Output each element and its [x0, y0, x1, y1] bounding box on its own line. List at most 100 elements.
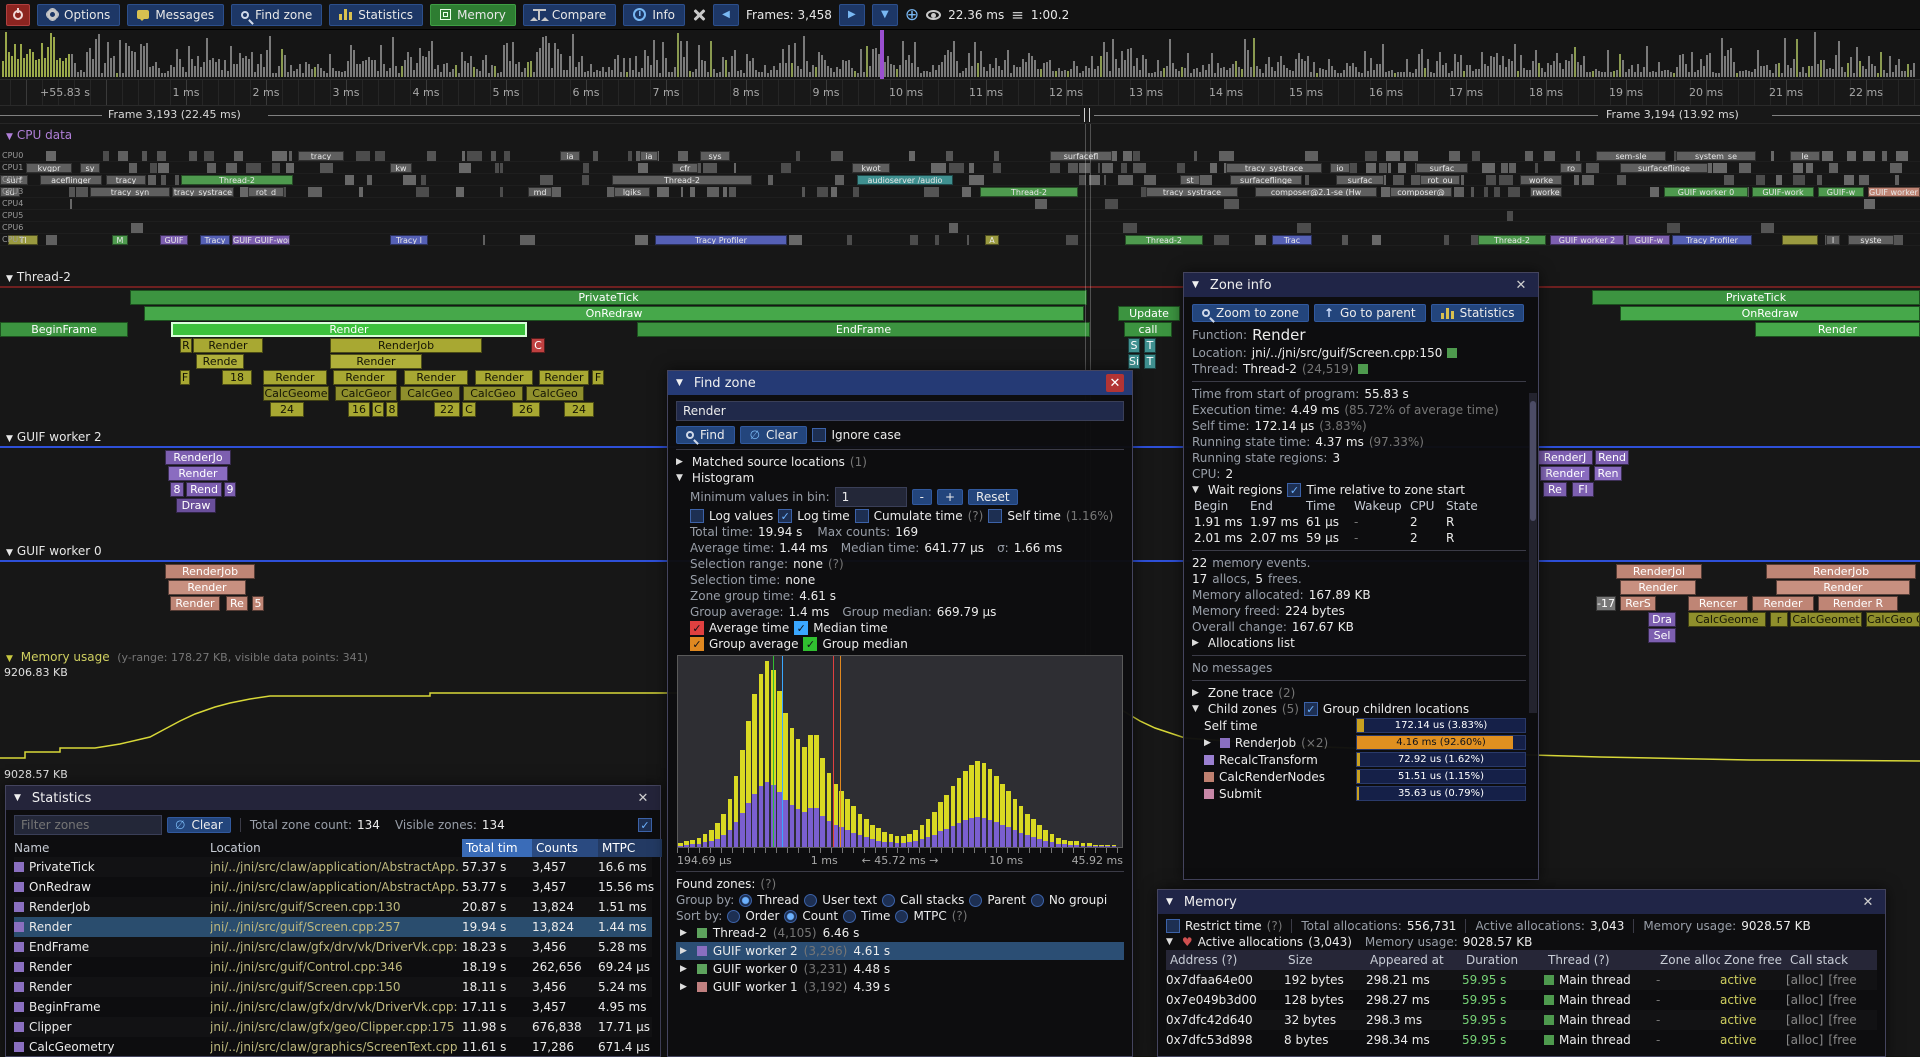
- timeline-zone[interactable]: CalcGeo: [400, 386, 460, 401]
- sort-by-radio[interactable]: [784, 909, 798, 923]
- timeline-zone[interactable]: Render: [333, 370, 397, 385]
- timeline-zone[interactable]: 9: [224, 482, 236, 497]
- timeline-zone[interactable]: 22: [434, 402, 460, 417]
- zone-trace-row[interactable]: ▶ Zone trace (2): [1192, 686, 1296, 700]
- zone-search-input[interactable]: [676, 401, 1124, 421]
- timeline-zone[interactable]: Render: [330, 354, 422, 369]
- cpu-zone[interactable]: GUIF worker 0: [1664, 187, 1748, 197]
- table-row[interactable]: 0x7dfaa64e00 192 bytes 298.21 ms 59.95 s Mai…: [1166, 970, 1877, 990]
- timeline-zone[interactable]: Render: [1755, 322, 1920, 337]
- frame-interval-bar[interactable]: Frame 3,193 (22.45 ms) Frame 3,194 (13.9…: [0, 106, 1920, 124]
- timeline-zone[interactable]: Render R: [1818, 596, 1898, 611]
- timeline-zone[interactable]: PrivateTick: [1592, 290, 1920, 305]
- zone-statistics-button[interactable]: Statistics: [1430, 304, 1525, 322]
- legend-checkbox[interactable]: [690, 637, 704, 651]
- cpu-zone[interactable]: surfac: [1336, 175, 1384, 185]
- timeline-zone[interactable]: Re: [226, 596, 248, 611]
- child-zone-row[interactable]: Self time 172.14 us (3.83%): [1192, 717, 1526, 734]
- go-to-parent-button[interactable]: ↑ Go to parent: [1313, 304, 1426, 322]
- guif-worker0-section-header[interactable]: ▼ GUIF worker 0: [6, 544, 102, 558]
- timeline-zone[interactable]: RenderJ: [1537, 450, 1593, 465]
- cpu-zone[interactable]: sy: [80, 163, 100, 173]
- timeline-zone[interactable]: 5: [252, 596, 264, 611]
- group-by-radio[interactable]: [969, 893, 983, 907]
- table-row[interactable]: 0x7dfc42d640 32 bytes 298.3 ms 59.95 s Main …: [1166, 1010, 1877, 1030]
- timeline-zone[interactable]: RenderJo: [165, 450, 231, 465]
- zone-info-scrollbar[interactable]: [1529, 393, 1537, 713]
- stats-col-header[interactable]: Name: [14, 841, 50, 855]
- child-zone-row[interactable]: CalcRenderNodes 51.51 us (1.15%): [1192, 768, 1526, 785]
- timeline-zone[interactable]: Render: [539, 370, 589, 385]
- bin-reset-button[interactable]: Reset: [968, 489, 1018, 505]
- timeline-zone[interactable]: CalcGeome: [1688, 612, 1766, 627]
- timeline-zone[interactable]: OnRedraw: [144, 306, 1084, 321]
- cpu-zone[interactable]: Thread-2: [1125, 235, 1203, 245]
- timeline-zone[interactable]: F: [180, 370, 190, 385]
- timeline-zone[interactable]: Render: [404, 370, 468, 385]
- cpu-zone[interactable]: Trac: [1272, 235, 1312, 245]
- zone-group-row[interactable]: ▶ GUIF worker 1 (3,192) 4.39 s: [680, 980, 891, 994]
- close-icon[interactable]: ✕: [1862, 894, 1874, 910]
- cpu-zone[interactable]: syste: [1848, 235, 1894, 245]
- child-zone-row[interactable]: RecalcTransform 72.92 us (1.62%): [1192, 751, 1526, 768]
- timeline-zone[interactable]: r: [1770, 612, 1788, 627]
- timeline-zone[interactable]: Draw: [176, 498, 216, 513]
- cpu-zone[interactable]: GUIF worker 2: [1550, 235, 1624, 245]
- close-icon[interactable]: ✕: [1515, 277, 1527, 293]
- cpu-zone[interactable]: GUIF GUIF-wor: [232, 235, 290, 245]
- wait-regions-row[interactable]: ▼Wait regions Time relative to zone star…: [1192, 482, 1526, 498]
- timeline-zone[interactable]: Render: [170, 596, 220, 611]
- timeline-zone[interactable]: Render: [1540, 466, 1590, 481]
- cpu-zone[interactable]: kvgpr: [26, 163, 72, 173]
- cpu-zone[interactable]: md: [528, 187, 552, 197]
- memory-col-header[interactable]: Size: [1288, 953, 1313, 967]
- restrict-time-checkbox[interactable]: [1166, 919, 1180, 933]
- find-clear-button[interactable]: ∅ Clear: [739, 426, 808, 444]
- stats-col-header[interactable]: Location: [210, 841, 261, 855]
- timeline-zone[interactable]: 16: [348, 402, 370, 417]
- timeline-zone[interactable]: F: [592, 370, 604, 385]
- timeline-zone[interactable]: CalcGeo: [526, 386, 584, 401]
- cpu-zone[interactable]: tracy: [106, 175, 146, 185]
- thread2-section-header[interactable]: ▼ Thread-2: [6, 270, 71, 284]
- memory-col-header[interactable]: Thread (?): [1548, 953, 1610, 967]
- timeline-zone[interactable]: Render: [193, 338, 263, 353]
- cpu-zone[interactable]: surfac: [1416, 163, 1468, 173]
- cpu-zone[interactable]: worke: [1520, 175, 1562, 185]
- cpu-zone[interactable]: A: [985, 235, 999, 245]
- timeline-zone[interactable]: Render: [475, 370, 533, 385]
- find-zone-button[interactable]: Find zone: [231, 3, 323, 26]
- cpu-zone[interactable]: surf: [0, 175, 28, 185]
- cpu-zone[interactable]: tracy_systrace: [172, 187, 234, 197]
- zoom-to-zone-button[interactable]: Zoom to zone: [1192, 304, 1309, 322]
- timeline-zone[interactable]: 8: [386, 402, 398, 417]
- cpu-zone[interactable]: io: [1330, 163, 1350, 173]
- find-zone-histogram[interactable]: [677, 655, 1123, 848]
- collapse-icon[interactable]: ▼: [1166, 897, 1173, 907]
- collapse-icon[interactable]: ▼: [676, 378, 683, 388]
- cpu-zone[interactable]: kw: [390, 163, 412, 173]
- cpu-zone[interactable]: system_se: [1676, 151, 1756, 161]
- child-zone-row[interactable]: ▶ RenderJob (×2) 4.16 ms (92.60%): [1192, 734, 1526, 751]
- legend-checkbox[interactable]: [690, 621, 704, 635]
- cpu-zone[interactable]: su: [0, 187, 20, 197]
- table-row[interactable]: RenderJob jni/../jni/src/guif/Screen.cpp:…: [14, 897, 652, 917]
- table-row[interactable]: EndFrame jni/../jni/src/claw/gfx/drv/vk/D…: [14, 937, 652, 957]
- stats-clear-button[interactable]: ∅ Clear: [167, 817, 231, 833]
- timeline-zone[interactable]: CalcGeo: [463, 386, 523, 401]
- timeline-zone[interactable]: Render: [1620, 580, 1696, 595]
- allocations-list-row[interactable]: ▶ Allocations list: [1192, 636, 1295, 650]
- timeline-zone[interactable]: R: [180, 338, 192, 353]
- cpu-zone[interactable]: M: [112, 235, 128, 245]
- timeline-zone[interactable]: Rend: [1595, 450, 1629, 465]
- cpu-zone[interactable]: Thread-2: [181, 175, 293, 185]
- table-row[interactable]: CalcGeometry jni/../jni/src/claw/graphics…: [14, 1037, 652, 1057]
- wait-region-row[interactable]: 2.01 ms 2.07 ms 59 μs -2 R: [1194, 531, 1455, 545]
- timeline-zone[interactable]: Rencer: [1688, 596, 1748, 611]
- min-bin-input[interactable]: [834, 487, 907, 507]
- timeline-zone[interactable]: Re: [1543, 482, 1567, 497]
- cpu-zone[interactable]: Thread-2: [612, 175, 752, 185]
- timeline-zone[interactable]: 18: [222, 370, 252, 385]
- cpu-zone[interactable]: sys: [700, 151, 730, 161]
- cpu-zone[interactable]: audioserver /audio: [857, 175, 953, 185]
